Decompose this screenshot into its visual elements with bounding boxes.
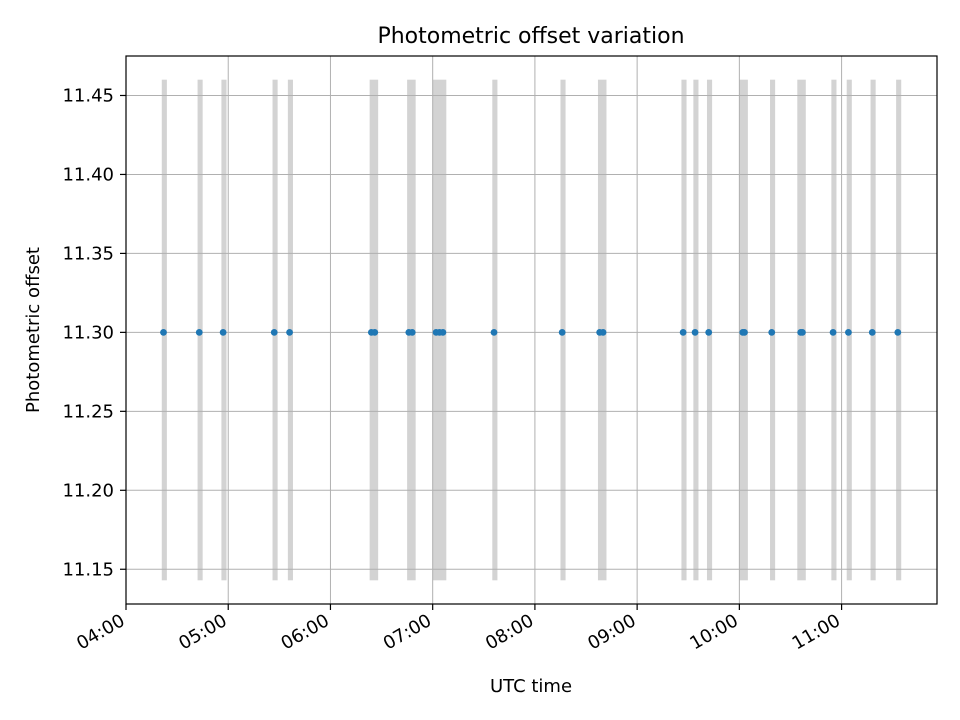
y-tick-label: 11.15	[62, 559, 114, 580]
data-points	[160, 328, 902, 336]
data-point	[894, 328, 902, 336]
data-point	[705, 328, 713, 336]
data-point	[219, 328, 227, 336]
data-point	[691, 328, 699, 336]
grid	[125, 56, 937, 604]
data-point	[845, 328, 852, 336]
data-point	[490, 328, 498, 336]
y-axis-label: Photometric offset	[23, 247, 44, 413]
y-tick-label: 11.30	[62, 322, 114, 343]
data-point	[195, 328, 203, 336]
data-point	[868, 328, 876, 336]
y-tick-label: 11.45	[62, 85, 114, 106]
y-tick-label: 11.40	[62, 164, 114, 185]
x-axis-label: UTC time	[490, 676, 572, 697]
plot-frame	[125, 55, 938, 605]
y-tick-label: 11.25	[62, 401, 114, 422]
data-point	[408, 328, 416, 336]
data-point	[270, 328, 278, 336]
data-point	[768, 328, 776, 336]
data-point	[829, 328, 837, 336]
data-point	[741, 328, 748, 336]
data-point	[558, 328, 566, 336]
data-point	[439, 328, 447, 336]
data-point	[160, 328, 167, 336]
data-point	[286, 328, 293, 336]
data-point	[371, 328, 379, 336]
chart-title: Photometric offset variation	[377, 24, 684, 49]
y-axis-ticks: 11.15 11.20 11.25 11.30 11.35 11.40 11.45	[62, 85, 126, 580]
data-point	[599, 328, 607, 336]
data-point	[679, 328, 687, 336]
data-point	[799, 328, 806, 336]
y-tick-label: 11.35	[62, 243, 114, 264]
y-tick-label: 11.20	[62, 480, 114, 501]
